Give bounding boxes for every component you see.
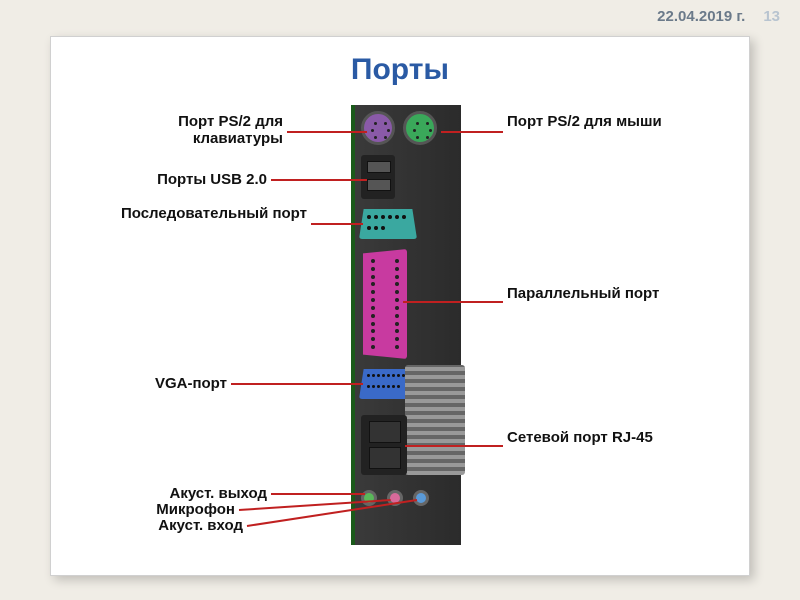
audio-in-jack-icon (413, 490, 429, 506)
label-mic: Микрофон (111, 501, 235, 518)
leader-line (231, 383, 363, 385)
label-vga: VGA-порт (111, 375, 227, 392)
leader-line (403, 301, 503, 303)
slide-card: Порты (50, 36, 750, 576)
leader-line (441, 131, 503, 133)
label-usb: Порты USB 2.0 (111, 171, 267, 188)
slide-title: Порты (51, 53, 749, 87)
parallel-port-icon (363, 249, 407, 359)
ps2-mouse-port-icon (403, 111, 437, 145)
page-number: 13 (763, 8, 780, 25)
ps2-keyboard-port-icon (361, 111, 395, 145)
heatsink-icon (405, 365, 465, 475)
label-ps2-mouse: Порт PS/2 для мыши (507, 113, 687, 130)
date-text: 22.04.2019 г. (657, 8, 745, 25)
rj45-usb-block-icon (361, 415, 407, 475)
leader-line (271, 179, 367, 181)
ports-diagram: Порт PS/2 для клавиатуры Порт PS/2 для мы… (111, 105, 691, 565)
leader-line (311, 223, 363, 225)
label-audio-in: Акуст. вход (111, 517, 243, 534)
header: 22.04.2019 г. 13 (657, 8, 780, 25)
usb-ports-icon (361, 155, 395, 199)
label-serial: Последовательный порт (111, 205, 307, 222)
label-audio-out: Акуст. выход (111, 485, 267, 502)
label-parallel: Параллельный порт (507, 285, 687, 302)
leader-line (405, 445, 503, 447)
serial-port-icon (359, 209, 417, 239)
leader-line (287, 131, 367, 133)
leader-line (271, 493, 365, 495)
label-ps2-keyboard: Порт PS/2 для клавиатуры (111, 113, 283, 148)
label-rj45: Сетевой порт RJ-45 (507, 429, 687, 446)
motherboard-io-panel (351, 105, 461, 545)
